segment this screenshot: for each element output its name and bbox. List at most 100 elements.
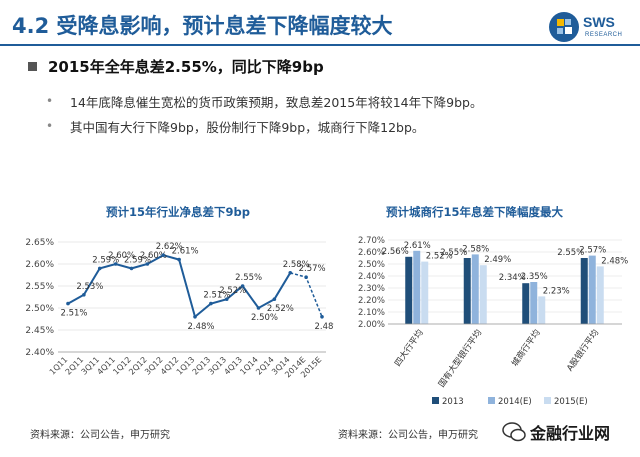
category-label: 城商行平均 — [509, 327, 542, 368]
bar-chart: 2.70% 2.60% 2.50% 2.40% 2.30% 2.20% 2.10% 2.00%… — [358, 236, 628, 407]
y-tick-label: 2.70% — [358, 236, 385, 246]
bar-2014(E) — [530, 282, 538, 324]
bar-2014(E) — [413, 250, 421, 324]
bullet-1: 14年底降息催生宽松的货币政策预期，致息差2015年将较14年下降9bp。 — [70, 95, 483, 110]
sws-logo: SWS RESEARCH — [547, 10, 633, 44]
bullet-dot-icon: • — [46, 94, 54, 108]
data-label: 2.57% — [299, 264, 326, 274]
y-tick-label: 2.40% — [25, 348, 54, 358]
legend-swatch — [488, 397, 495, 404]
data-point — [256, 306, 261, 310]
category-label: A股银行平均 — [564, 327, 601, 373]
data-point — [113, 262, 118, 266]
y-tick-label: 2.50% — [25, 304, 54, 314]
bar-2013 — [463, 258, 471, 324]
data-label: 2.62% — [156, 242, 183, 252]
line-chart: 2.65% 2.60% 2.55% 2.50% 2.45% 2.40% 2.51% 2.53%… — [25, 238, 334, 379]
data-point — [272, 297, 277, 301]
bar-value-label: 2.58% — [462, 244, 489, 254]
line-chart-title: 预计15年行业净息差下9bp — [106, 205, 250, 219]
wechat-icon — [502, 422, 526, 442]
data-label: 2.58% — [283, 260, 310, 270]
data-point — [193, 315, 197, 319]
bar-value-label: 2.49% — [484, 255, 511, 265]
bar-value-label: 2.34% — [499, 273, 526, 283]
data-point — [82, 293, 86, 297]
data-point — [304, 275, 308, 279]
y-tick-label: 2.45% — [25, 326, 54, 336]
data-point — [129, 266, 134, 271]
data-label: 2.50% — [251, 313, 278, 323]
data-point — [288, 271, 293, 275]
data-label: 2.51% — [203, 291, 230, 301]
y-tick-label: 2.60% — [358, 248, 385, 258]
y-tick-label: 2.55% — [25, 282, 54, 292]
slide-header: 4.2 受降息影响，预计息差下降幅度较大 SWS RESEARCH — [0, 0, 640, 52]
y-tick-label: 2.00% — [358, 320, 385, 330]
y-tick-label: 2.50% — [358, 260, 385, 270]
bar-2014(E) — [588, 255, 596, 324]
bar-value-label: 2.55% — [440, 248, 467, 258]
legend-swatch — [544, 397, 551, 404]
bar-2014(E) — [471, 254, 479, 324]
sws-logo-icon — [549, 12, 579, 42]
bar-2015(E) — [596, 266, 604, 324]
data-label: 2.55% — [235, 273, 262, 283]
data-label: 2.60% — [140, 251, 167, 261]
bar-value-label: 2.52% — [426, 252, 453, 262]
data-label: 2.48% — [187, 322, 214, 332]
data-point — [66, 301, 70, 306]
title-divider — [0, 44, 640, 46]
data-label: 2.48% — [314, 322, 334, 332]
slide-title: 4.2 受降息影响，预计息差下降幅度较大 — [12, 14, 393, 38]
source-right: 资料来源：公司公告，申万研究 — [338, 430, 478, 441]
heading-bullet-icon — [28, 62, 37, 71]
footer-brand-text: 金融行业网 — [530, 424, 611, 443]
footer-brand: 金融行业网 — [502, 416, 637, 446]
legend-label: 2013 — [442, 397, 464, 407]
logo-subtext: RESEARCH — [585, 32, 623, 38]
y-tick-label: 2.10% — [358, 308, 385, 318]
bullet-2: 其中国有大行下降9bp，股份制行下降9bp，城商行下降12bp。 — [70, 120, 425, 135]
bar-2015(E) — [479, 265, 487, 324]
y-tick-label: 2.60% — [25, 260, 54, 270]
series-line-forecast — [290, 272, 323, 318]
y-tick-label: 2.20% — [358, 296, 385, 306]
data-point — [320, 315, 324, 319]
data-point — [97, 266, 102, 271]
data-label: 2.61% — [172, 247, 199, 257]
data-label: 2.51% — [60, 309, 87, 319]
data-label: 2.52% — [267, 304, 294, 314]
bar-2013 — [580, 258, 588, 324]
category-label: 四大行平均 — [392, 327, 425, 368]
bar-value-label: 2.57% — [579, 246, 606, 256]
data-point — [209, 301, 213, 306]
data-point — [224, 297, 229, 301]
legend-label: 2015(E) — [554, 397, 588, 407]
bar-value-label: 2.55% — [557, 248, 584, 258]
data-label: 2.53% — [76, 282, 103, 292]
y-tick-label: 2.40% — [358, 272, 385, 282]
y-tick-label: 2.30% — [358, 284, 385, 294]
category-label: 国有大型银行平均 — [436, 327, 484, 389]
bar-value-label: 2.35% — [521, 272, 548, 282]
bar-2013 — [405, 256, 413, 324]
bar-2013 — [522, 283, 530, 324]
bar-chart-title: 预计城商行15年息差下降幅度最大 — [386, 205, 564, 219]
bar-2015(E) — [421, 261, 429, 324]
data-point — [145, 262, 150, 266]
data-point — [240, 284, 245, 288]
bar-value-label: 2.56% — [382, 247, 409, 257]
data-label: 2.59% — [92, 255, 119, 265]
data-point — [177, 257, 181, 262]
bar-value-label: 2.61% — [404, 241, 431, 251]
bar-2015(E) — [538, 296, 546, 324]
bar-value-label: 2.23% — [543, 286, 570, 296]
legend-swatch — [432, 397, 439, 404]
section-heading: 2015年全年息差2.55%，同比下降9bp — [48, 58, 324, 76]
data-label: 2.60% — [108, 251, 135, 261]
data-label: 2.59% — [124, 255, 151, 265]
source-left: 资料来源：公司公告，申万研究 — [30, 430, 170, 441]
logo-text: SWS — [583, 14, 615, 30]
bullet-dot-icon: • — [46, 119, 54, 133]
